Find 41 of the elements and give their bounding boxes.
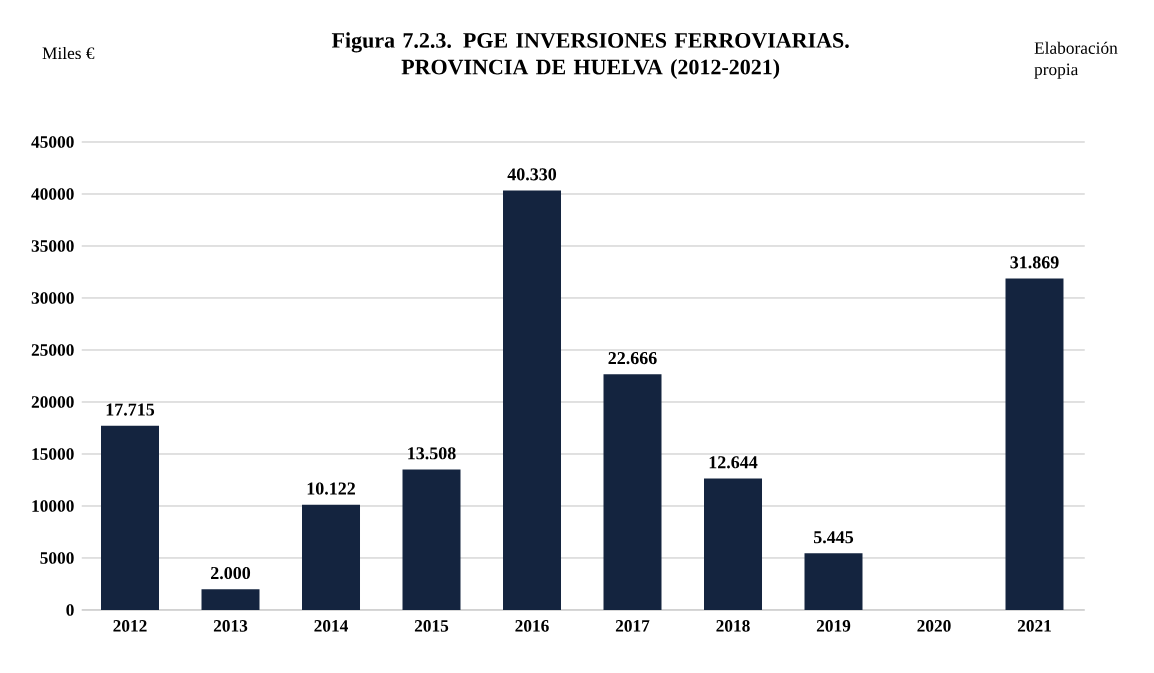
data-label: 10.122 — [307, 482, 355, 495]
x-tick-label: 2015 — [414, 620, 449, 632]
data-label: 22.666 — [608, 352, 657, 365]
x-tick-label: 2014 — [314, 620, 349, 632]
x-tick-label: 2017 — [615, 620, 650, 632]
text: Elaboración propia — [1034, 41, 1118, 79]
y-tick-label: 35000 — [31, 240, 74, 252]
x-tick-label: 2019 — [816, 620, 851, 632]
y-tick-label: 15000 — [32, 448, 74, 460]
bar — [101, 425, 159, 610]
y-tick-label: 40000 — [31, 188, 74, 200]
y-tick-label: 5000 — [40, 552, 74, 564]
bar — [704, 478, 763, 610]
data-label: 12.644 — [709, 456, 758, 469]
x-tick-label: 2013 — [213, 620, 248, 632]
y-tick-label: 0 — [66, 604, 74, 616]
data-label: 5.445 — [813, 531, 854, 544]
bar — [402, 469, 461, 610]
data-label: 31.869 — [1010, 256, 1059, 269]
y-tick-label: 30000 — [31, 292, 74, 304]
bar — [1005, 278, 1064, 610]
bar — [804, 553, 863, 610]
x-tick-label: 2020 — [917, 620, 951, 632]
bar — [503, 190, 562, 610]
data-label: 13.508 — [408, 447, 456, 460]
data-label: 17.715 — [106, 403, 155, 416]
y-tick-label: 25000 — [31, 344, 74, 356]
x-tick-label: 2012 — [113, 620, 147, 632]
y-tick-label: 20000 — [31, 396, 74, 408]
x-tick-label: 2021 — [1017, 620, 1051, 632]
y-tick-label: 45000 — [31, 136, 74, 148]
y-tick-label: 10000 — [32, 500, 74, 512]
bar — [201, 589, 260, 610]
x-tick-label: 2018 — [716, 620, 750, 632]
data-label: 2.000 — [211, 566, 251, 580]
data-label: 40.330 — [507, 168, 557, 181]
chart-title: Figura 7.2.3. PGE INVERSIONES FERROVIARIAS. PROVINCIA DE HUELVA (2012-2021) — [331, 32, 849, 79]
bar — [302, 504, 361, 610]
bar — [603, 374, 662, 610]
y-axis-title: Miles € — [42, 46, 95, 60]
x-tick-label: 2016 — [515, 620, 549, 632]
